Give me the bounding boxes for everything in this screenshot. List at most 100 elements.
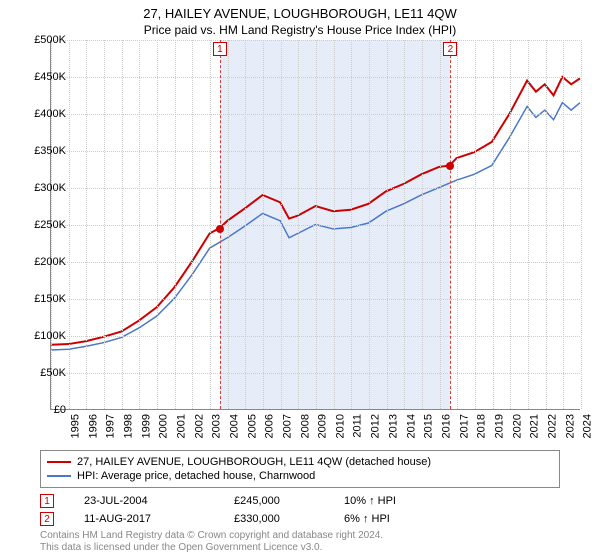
x-axis-label: 1999 [140,414,152,438]
x-axis-label: 2024 [582,414,594,438]
y-axis-label: £150K [22,293,66,305]
attribution-line: Contains HM Land Registry data © Crown c… [40,530,383,542]
legend-item: HPI: Average price, detached house, Char… [47,469,553,483]
transactions-table: 1 23-JUL-2004 £245,000 10% ↑ HPI 2 11-AU… [40,492,434,528]
gridline [104,40,105,409]
gridline [404,40,405,409]
x-axis-label: 2020 [511,414,523,438]
x-axis-label: 2009 [317,414,329,438]
marker-line [450,40,451,409]
legend-label: 27, HAILEY AVENUE, LOUGHBOROUGH, LE11 4Q… [77,456,431,468]
gridline [475,40,476,409]
attribution-text: Contains HM Land Registry data © Crown c… [40,530,383,554]
y-axis-label: £0 [22,404,66,416]
gridline [581,40,582,409]
x-axis-label: 1996 [87,414,99,438]
y-axis-label: £350K [22,145,66,157]
x-axis-label: 2004 [228,414,240,438]
x-axis-label: 2023 [564,414,576,438]
gridline [351,40,352,409]
x-axis-label: 2007 [281,414,293,438]
transaction-marker: 1 [40,494,54,508]
x-axis-label: 2000 [158,414,170,438]
attribution-line: This data is licensed under the Open Gov… [40,542,383,554]
transaction-pct: 10% ↑ HPI [344,495,434,507]
x-axis-label: 2011 [351,414,363,438]
table-row: 2 11-AUG-2017 £330,000 6% ↑ HPI [40,510,434,528]
gridline [334,40,335,409]
x-axis-label: 2018 [476,414,488,438]
gridline [281,40,282,409]
x-axis-label: 2021 [529,414,541,438]
gridline [139,40,140,409]
legend-item: 27, HAILEY AVENUE, LOUGHBOROUGH, LE11 4Q… [47,455,553,469]
gridline [422,40,423,409]
gridline [546,40,547,409]
y-axis-label: £400K [22,108,66,120]
x-axis-label: 2013 [387,414,399,438]
gridline [228,40,229,409]
gridline [369,40,370,409]
x-axis-label: 2015 [423,414,435,438]
transaction-date: 23-JUL-2004 [84,495,204,507]
y-axis-label: £50K [22,367,66,379]
gridline [157,40,158,409]
legend-box: 27, HAILEY AVENUE, LOUGHBOROUGH, LE11 4Q… [40,450,560,488]
marker-box: 1 [213,42,227,56]
gridline [316,40,317,409]
x-axis-label: 1997 [105,414,117,438]
marker-dot [216,225,224,233]
x-axis-label: 2019 [493,414,505,438]
y-axis-label: £200K [22,256,66,268]
x-axis-label: 2008 [299,414,311,438]
y-axis-label: £250K [22,219,66,231]
x-axis-label: 2001 [175,414,187,438]
gridline [457,40,458,409]
transaction-marker: 2 [40,512,54,526]
legend-swatch [47,475,71,477]
y-axis-label: £500K [22,34,66,46]
x-axis-label: 2006 [264,414,276,438]
gridline [493,40,494,409]
gridline [528,40,529,409]
gridline [245,40,246,409]
table-row: 1 23-JUL-2004 £245,000 10% ↑ HPI [40,492,434,510]
marker-box: 2 [443,42,457,56]
chart-title: 27, HAILEY AVENUE, LOUGHBOROUGH, LE11 4Q… [0,0,600,21]
x-axis-label: 2016 [440,414,452,438]
gridline [122,40,123,409]
legend-swatch [47,461,71,463]
gridline [192,40,193,409]
gridline [387,40,388,409]
chart-subtitle: Price paid vs. HM Land Registry's House … [0,21,600,39]
gridline [86,40,87,409]
y-axis-label: £300K [22,182,66,194]
transaction-pct: 6% ↑ HPI [344,513,434,525]
gridline [510,40,511,409]
x-axis-label: 2003 [211,414,223,438]
x-axis-label: 2012 [370,414,382,438]
x-axis-label: 1995 [69,414,81,438]
gridline [563,40,564,409]
gridline [69,40,70,409]
x-axis-label: 2005 [246,414,258,438]
chart-container: 27, HAILEY AVENUE, LOUGHBOROUGH, LE11 4Q… [0,0,600,560]
chart-plot-area: 12 [50,40,580,410]
legend-label: HPI: Average price, detached house, Char… [77,470,315,482]
x-axis-label: 2022 [546,414,558,438]
x-axis-label: 2010 [334,414,346,438]
transaction-price: £330,000 [234,513,314,525]
marker-dot [446,162,454,170]
gridline [210,40,211,409]
gridline [175,40,176,409]
x-axis-label: 2002 [193,414,205,438]
transaction-date: 11-AUG-2017 [84,513,204,525]
x-axis-label: 2014 [405,414,417,438]
x-axis-label: 2017 [458,414,470,438]
gridline [298,40,299,409]
y-axis-label: £100K [22,330,66,342]
gridline [263,40,264,409]
y-axis-label: £450K [22,71,66,83]
gridline [440,40,441,409]
x-axis-label: 1998 [122,414,134,438]
